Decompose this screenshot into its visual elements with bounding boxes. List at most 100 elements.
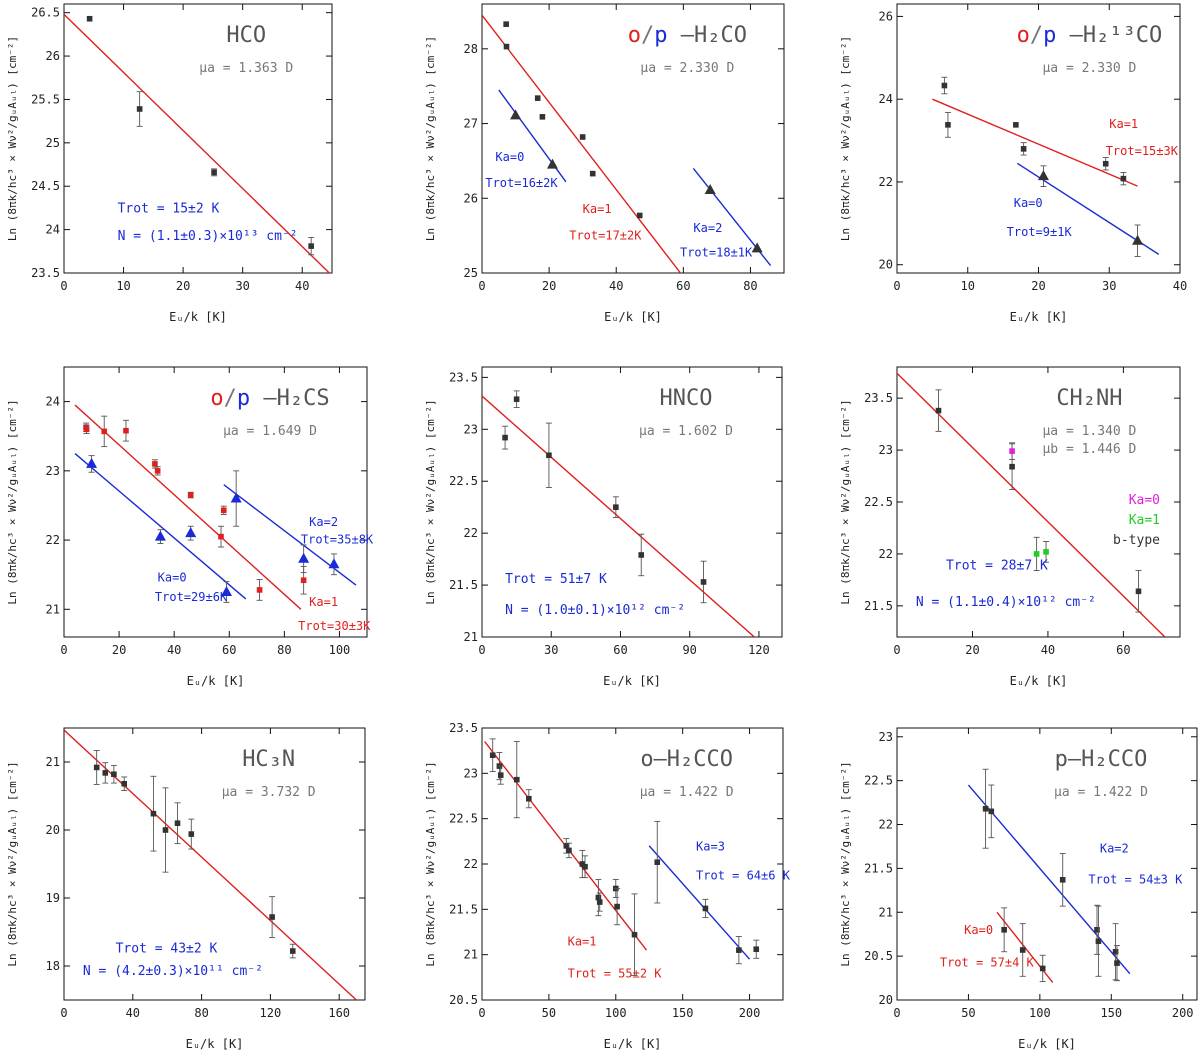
- y-tick-label: 26: [879, 9, 893, 23]
- x-axis-title: Eᵤ/k [K]: [603, 674, 661, 688]
- annotation: Trot=18±1K: [680, 246, 753, 260]
- y-tick-label: 23.5: [864, 391, 893, 405]
- x-tick-label: 150: [672, 1006, 694, 1020]
- fit-line: [967, 784, 1131, 975]
- data-point: [935, 407, 942, 414]
- molecule-title: HCO: [226, 23, 266, 48]
- x-tick-label: 30: [1102, 279, 1116, 293]
- x-tick-label: 50: [542, 1006, 556, 1020]
- y-axis-title: Ln (8πk/hc³ × Wν²/gᵤAᵤₗ) [cm⁻²]: [424, 399, 437, 604]
- x-axis-title: Eᵤ/k [K]: [1010, 674, 1068, 688]
- data-point-triangle: [221, 586, 233, 596]
- y-tick-label: 25: [464, 266, 478, 280]
- annotation: N = (4.2±0.3)×10¹¹ cm⁻²: [83, 964, 263, 979]
- dipole-label: μb = 1.446 D: [1042, 442, 1136, 457]
- annotation: Ka=0: [495, 150, 524, 164]
- y-tick-label: 18: [46, 959, 60, 973]
- molecule-title: o–H₂CCO: [640, 747, 733, 772]
- data-point: [1102, 160, 1109, 167]
- data-point-triangle: [86, 457, 98, 468]
- y-tick-label: 22: [879, 818, 893, 832]
- annotation: Trot=9±1K: [1007, 225, 1073, 239]
- annotation: Trot=16±2K: [485, 176, 558, 190]
- x-tick-label: 0: [893, 279, 900, 293]
- y-tick-label: 20: [879, 993, 893, 1007]
- annotation: Trot = 54±3 K: [1088, 872, 1183, 886]
- x-tick-label: 200: [1172, 1006, 1194, 1020]
- data-point: [596, 899, 603, 905]
- plot-frame: [481, 3, 785, 274]
- y-tick-label: 19: [46, 891, 60, 905]
- x-tick-label: 60: [222, 643, 236, 657]
- y-tick-label: 25: [46, 136, 60, 150]
- title-part: p: [1043, 23, 1056, 48]
- y-tick-label: 21.5: [449, 578, 478, 592]
- data-point: [988, 808, 995, 815]
- annotation: Trot=17±2K: [569, 228, 642, 242]
- molecule-title: o/p –H₂¹³CO: [1017, 23, 1163, 48]
- y-tick-label: 22: [46, 533, 60, 547]
- x-tick-label: 30: [235, 279, 249, 293]
- data-point: [1033, 551, 1040, 557]
- y-axis-title: Ln (8πk/hc³ × Wν²/gᵤAᵤₗ) [cm⁻²]: [424, 36, 437, 241]
- x-tick-label: 40: [1041, 643, 1055, 657]
- data-point: [93, 764, 100, 771]
- data-point: [121, 780, 127, 787]
- data-point: [1114, 960, 1120, 966]
- data-point: [188, 831, 195, 837]
- data-point: [1120, 175, 1127, 182]
- panel-6: 0 20 40 60 21.5 22 22.5 23 23.5 Eᵤ/k [K] Ln (8πk/h…: [839, 366, 1181, 688]
- fit-line: [897, 372, 1166, 637]
- annotation: Ka=2: [1100, 842, 1129, 856]
- y-tick-label: 22: [879, 547, 893, 561]
- data-point: [513, 396, 520, 402]
- x-tick-label: 40: [167, 643, 181, 657]
- x-tick-label: 100: [1029, 1006, 1051, 1020]
- data-point-triangle: [1132, 234, 1144, 245]
- plot-frame: [63, 727, 366, 1001]
- annotation: Ka=1: [309, 595, 338, 609]
- x-tick-label: 40: [609, 279, 623, 293]
- data-point: [1001, 927, 1007, 933]
- y-tick-label: 23: [464, 766, 478, 780]
- annotation: Ka=1: [583, 202, 612, 216]
- y-axis-title: Ln (8πk/hc³ × Wν²/gᵤAᵤₗ) [cm⁻²]: [6, 761, 19, 966]
- data-point: [589, 170, 596, 177]
- y-axis-title: Ln (8πk/hc³ × Wν²/gᵤAᵤₗ) [cm⁻²]: [839, 761, 852, 966]
- annotation: Ka=0: [1014, 196, 1043, 210]
- panel-7: 0 40 80 120 160 18 19 20 21 Eᵤ/k [K] Ln (8πk/hc³ ×…: [6, 727, 366, 1050]
- data-point: [503, 43, 510, 50]
- x-axis-title: Eᵤ/k [K]: [1018, 1037, 1076, 1050]
- title-part: –H₂CS: [250, 386, 329, 411]
- data-point-triangle: [230, 492, 242, 503]
- dipole-label: μa = 1.340 D: [1042, 424, 1136, 439]
- x-tick-label: 40: [126, 1006, 140, 1020]
- x-tick-label: 0: [60, 1006, 67, 1020]
- dipole-label: μa = 2.330 D: [1042, 61, 1136, 76]
- y-tick-label: 26.5: [31, 6, 60, 20]
- data-point: [614, 903, 620, 910]
- y-tick-label: 20: [879, 258, 893, 272]
- data-point: [702, 905, 709, 912]
- dipole-label: μa = 3.732 D: [222, 785, 316, 800]
- annotation: Ka=2: [693, 221, 722, 235]
- molecule-title: p–H₂CCO: [1055, 747, 1148, 772]
- data-point-triangle: [546, 158, 558, 169]
- y-tick-label: 24.5: [31, 179, 60, 193]
- panel-8: 0 50 100 150 200 20.5 21 21.5 22 22.5 23 23.5 Eᵤ/k […: [424, 721, 791, 1050]
- y-tick-label: 22.5: [864, 495, 893, 509]
- data-point: [150, 810, 157, 817]
- data-point: [308, 243, 314, 249]
- fit-line: [932, 98, 1138, 187]
- y-tick-label: 21: [464, 948, 478, 962]
- fit-line: [648, 845, 751, 960]
- data-point: [945, 122, 951, 128]
- fit-line: [482, 395, 755, 637]
- x-tick-label: 0: [478, 1006, 485, 1020]
- panel-5: 0 30 60 90 120 21 21.5 22 22.5 23 23.5 Eᵤ/k [K] Ln (…: [424, 366, 783, 688]
- data-point: [1043, 549, 1049, 555]
- data-point: [154, 468, 161, 474]
- data-point: [289, 948, 296, 954]
- annotation: Trot = 15±2 K: [118, 201, 220, 216]
- y-tick-label: 23.5: [449, 370, 478, 384]
